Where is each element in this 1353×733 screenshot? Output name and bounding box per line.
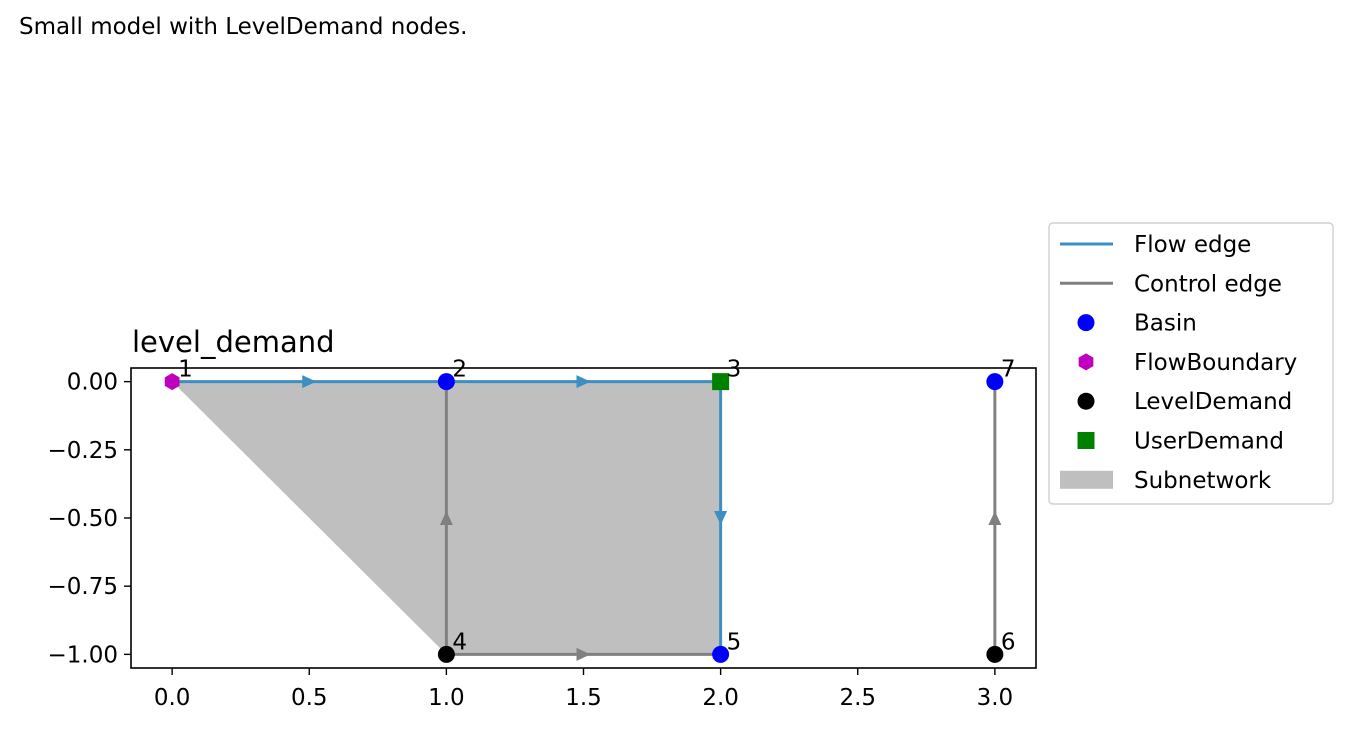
node-5-label: 5 (727, 629, 742, 655)
node-5-basin-marker (712, 645, 730, 663)
y-tick-label: −0.25 (48, 438, 118, 464)
node-3-label: 3 (727, 357, 742, 383)
plot-area: 1 2 3 4 5 6 7 (164, 357, 1016, 663)
legend-label: UserDemand (1134, 429, 1284, 455)
x-tick-label: 1.0 (428, 685, 465, 711)
control-edge-arrow-6-7 (988, 511, 1002, 525)
x-tick-label: 1.5 (565, 685, 602, 711)
figure-caption: Small model with LevelDemand nodes. (19, 14, 468, 40)
node-4-label: 4 (452, 629, 467, 655)
legend-basin-marker (1077, 314, 1095, 332)
node-7-basin-marker (986, 373, 1004, 391)
legend-label: Basin (1134, 311, 1197, 337)
x-tick-label: 0.0 (154, 685, 191, 711)
flow-edge-arrow-1-2 (302, 375, 317, 389)
node-2-label: 2 (452, 357, 467, 383)
node-1-label: 1 (178, 357, 193, 383)
x-tick-label: 2.5 (839, 685, 876, 711)
flow-edge-arrow-2-3 (576, 375, 591, 389)
legend-flowboundary-marker (1078, 353, 1094, 371)
x-tick-label: 3.0 (977, 685, 1014, 711)
x-tick-label: 0.5 (291, 685, 328, 711)
node-6-label: 6 (1001, 629, 1016, 655)
y-tick-label: 0.00 (67, 370, 118, 396)
control-edge-arrow-4-2 (439, 511, 453, 525)
control-edge-arrow-4-5 (576, 647, 591, 661)
node-7-label: 7 (1001, 357, 1016, 383)
node-4-leveldemand-marker (437, 645, 455, 663)
legend-label: FlowBoundary (1134, 350, 1297, 376)
legend: Flow edge Control edge Basin FlowBoundary Le… (1048, 222, 1334, 505)
chart-title: level_demand (132, 325, 335, 359)
node-1-flowboundary-marker (164, 373, 180, 391)
y-tick-label: −0.50 (48, 506, 118, 532)
x-tick-label: 2.0 (702, 685, 739, 711)
legend-label: Control edge (1134, 271, 1282, 297)
legend-label: Flow edge (1134, 232, 1251, 258)
flow-edge-arrow-3-5 (714, 511, 728, 525)
node-3-userdemand-marker (712, 373, 730, 391)
y-tick-label: −1.00 (48, 642, 118, 668)
legend-box (1048, 222, 1334, 505)
axes: 0.0 0.5 1.0 1.5 2.0 2.5 3.0 0.00 −0.25 −0.50 −0.75… (48, 367, 1037, 711)
legend-leveldemand-marker (1077, 392, 1095, 410)
y-tick-label: −0.75 (48, 574, 118, 600)
legend-userdemand-marker (1077, 432, 1095, 449)
node-6-leveldemand-marker (986, 645, 1004, 663)
legend-subnetwork-swatch (1060, 470, 1113, 489)
node-2-basin-marker (437, 373, 455, 391)
legend-label: Subnetwork (1134, 468, 1272, 494)
legend-label: LevelDemand (1134, 389, 1292, 415)
